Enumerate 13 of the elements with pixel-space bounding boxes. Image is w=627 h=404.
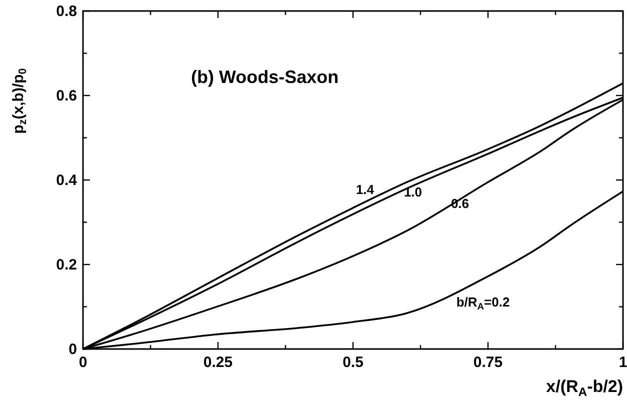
annotation: (b) Woods-Saxon [191,66,339,87]
series-label: b/R$_{A}$=0.2 [456,294,510,312]
x-tick-label: 0.75 [473,354,503,371]
series-label: 1.4 [356,182,375,197]
y-tick-label: 0 [68,341,77,358]
y-tick-label: 0.6 [56,88,77,104]
x-tick-label: 1 [618,354,627,371]
x-tick-label: 0.5 [342,354,364,371]
y-tick-label: 0.4 [56,172,78,189]
x-axis-title: x/(R$_{A}$-b/2) [546,377,623,399]
x-tick-label: 0.25 [203,354,233,371]
y-tick-label: 0.2 [56,256,77,274]
y-tick-label: 0.8 [56,3,77,20]
